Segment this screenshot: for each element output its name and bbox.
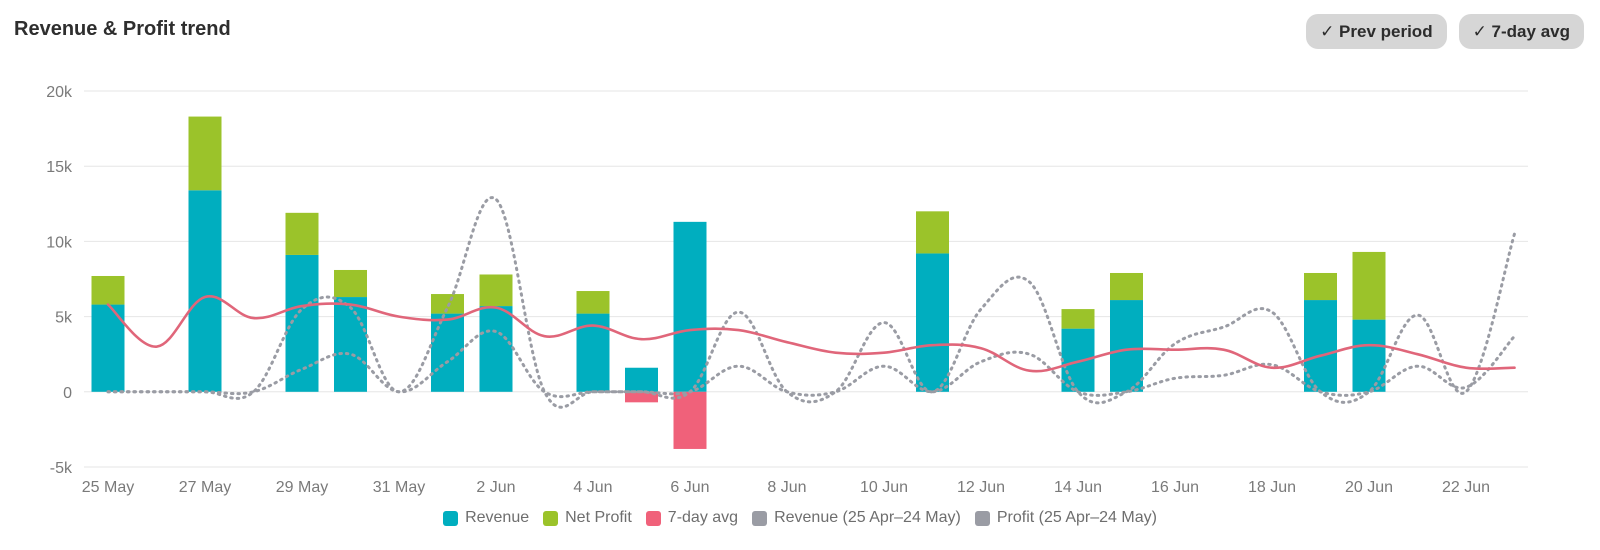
net-profit-bar [334, 269, 367, 298]
x-tick-label: 2 Jun [476, 479, 515, 496]
revenue-bar [673, 221, 707, 392]
prev-revenue-swatch-icon [752, 510, 768, 526]
chart-title: Revenue & Profit trend [14, 18, 231, 40]
net-profit-bar [285, 212, 319, 255]
revenue-bar [1110, 300, 1143, 392]
revenue-profit-chart: -5k 0 5k 10k 15k 20k 25 May 27 May 29 May 31 May… [46, 84, 1528, 496]
x-axis-ticks: 25 May 27 May 29 May 31 May 2 Jun 4 Jun 6 Jun 8… [82, 479, 1490, 496]
legend-label: Revenue [465, 509, 530, 526]
legend-item-7-day-avg[interactable]: 7-day avg [645, 509, 739, 527]
net-profit-bar [1352, 251, 1386, 320]
legend-label: Profit (25 Apr–24 May) [996, 509, 1157, 526]
x-tick-label: 14 Jun [1054, 479, 1102, 496]
net-profit-bar [479, 274, 513, 307]
y-tick-label: 5k [55, 310, 73, 327]
net-profit-bar [1061, 309, 1095, 329]
prev-period-toggle[interactable]: ✓ Prev period [1306, 14, 1447, 49]
revenue-swatch-icon [443, 510, 459, 526]
net-profit-bar [431, 294, 464, 314]
revenue-bar [285, 254, 319, 392]
net-profit-swatch-icon [543, 510, 559, 526]
toggle-group: ✓ Prev period ✓ 7-day avg [1306, 14, 1584, 49]
x-tick-label: 4 Jun [573, 479, 612, 496]
avg-swatch-icon [645, 510, 661, 526]
x-tick-label: 6 Jun [670, 479, 709, 496]
prev-revenue-line [106, 196, 1516, 409]
net-profit-bar [91, 275, 125, 305]
x-tick-label: 12 Jun [957, 479, 1005, 496]
legend-label: 7-day avg [667, 509, 739, 526]
legend-item-prev-revenue[interactable]: Revenue (25 Apr–24 May) [752, 509, 961, 527]
net-profit-bar [188, 116, 222, 191]
y-tick-label: 15k [46, 159, 73, 176]
grid-lines [84, 90, 1528, 468]
legend-item-net-profit[interactable]: Net Profit [543, 509, 632, 527]
net-profit-negative-bar [625, 391, 658, 403]
chart-legend: Revenue Net Profit 7-day avg Revenue (25… [0, 509, 1600, 527]
legend-label: Revenue (25 Apr–24 May) [774, 509, 961, 526]
x-tick-label: 25 May [82, 479, 134, 496]
x-tick-label: 20 Jun [1345, 479, 1393, 496]
prev-profit-swatch-icon [974, 510, 990, 526]
revenue-bar [625, 367, 658, 392]
revenue-bar [1061, 328, 1095, 392]
net-profit-bar [1110, 272, 1143, 301]
revenue-bar [188, 190, 222, 392]
x-tick-label: 8 Jun [767, 479, 806, 496]
y-tick-label: 10k [46, 234, 73, 251]
x-tick-label: 10 Jun [860, 479, 908, 496]
x-tick-label: 16 Jun [1151, 479, 1199, 496]
revenue-bar [1352, 319, 1386, 392]
revenue-bar [334, 297, 367, 392]
x-tick-label: 22 Jun [1442, 479, 1490, 496]
y-tick-label: 0 [63, 385, 72, 402]
net-profit-bar [576, 291, 610, 314]
net-profit-bar [1304, 272, 1337, 301]
revenue-bar [916, 253, 949, 392]
legend-label: Net Profit [565, 509, 632, 526]
legend-item-revenue[interactable]: Revenue [443, 509, 529, 527]
y-axis-ticks: -5k 0 5k 10k 15k 20k [46, 84, 73, 477]
y-tick-label: -5k [50, 460, 73, 477]
x-tick-label: 18 Jun [1248, 479, 1296, 496]
legend-item-prev-profit[interactable]: Profit (25 Apr–24 May) [974, 509, 1157, 527]
x-tick-label: 27 May [179, 479, 231, 496]
bars [91, 116, 1386, 449]
revenue-bar [479, 306, 513, 392]
y-tick-label: 20k [46, 84, 73, 101]
seven-day-avg-toggle[interactable]: ✓ 7-day avg [1458, 14, 1584, 49]
seven-day-avg-line [106, 295, 1516, 373]
x-tick-label: 31 May [373, 479, 425, 496]
lines [106, 196, 1516, 409]
net-profit-bar [916, 211, 949, 254]
net-profit-negative-bar [673, 391, 707, 449]
x-tick-label: 29 May [276, 479, 328, 496]
